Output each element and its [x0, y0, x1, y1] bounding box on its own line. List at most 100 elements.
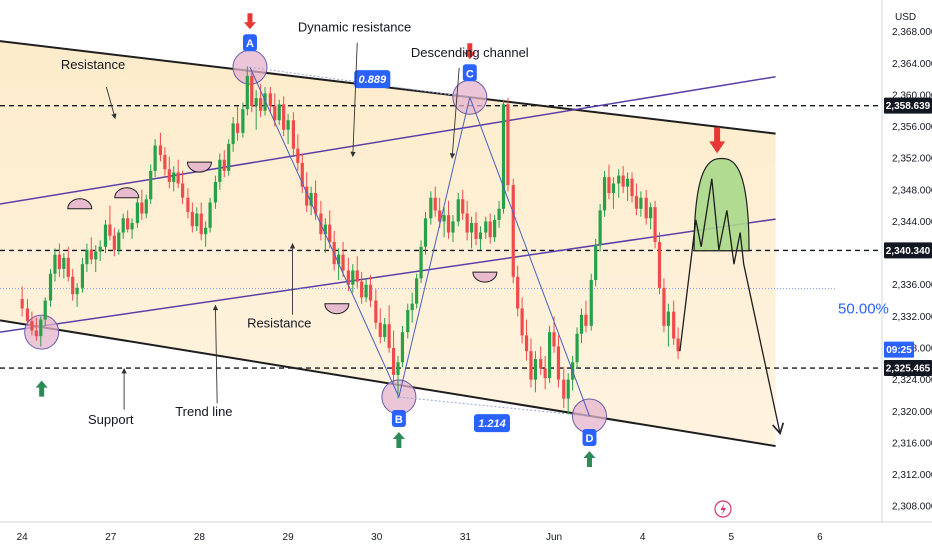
price-tick-label: 2,344.000: [892, 217, 932, 228]
candle-body: [337, 254, 341, 265]
current-time-label: 09:25: [886, 345, 912, 356]
time-ticks: 24 27 28 29 30 31 Jun 4 5 6: [17, 532, 824, 543]
channel-line-purple-upper: [0, 75, 776, 205]
candle-body: [355, 270, 359, 282]
price-axis[interactable]: [882, 0, 932, 550]
candle-body: [254, 98, 258, 106]
candle-body: [630, 178, 634, 197]
annotation-label: Support: [88, 412, 134, 427]
candle-body: [539, 359, 543, 369]
candle-body: [547, 332, 552, 379]
candle-body: [268, 93, 272, 106]
price-tick-label: 2,364.000: [892, 59, 932, 70]
price-tick-label: 2,312.000: [892, 470, 932, 481]
touch-half-circle: [324, 303, 350, 315]
candle-body: [48, 273, 53, 301]
candle-body: [235, 123, 240, 133]
candle-body: [259, 98, 263, 111]
candle-body: [478, 232, 483, 239]
candle-body: [488, 221, 492, 238]
candle-body: [474, 223, 478, 239]
projection-path: [679, 178, 785, 436]
candle-body: [30, 321, 34, 331]
candle-body: [383, 324, 387, 337]
candle-body: [433, 197, 437, 211]
price-tags: 2,358.639 2,340.340 2,325.465 09:25: [884, 97, 932, 377]
price-tick-label: 2,352.000: [892, 154, 932, 165]
candle-body: [611, 183, 616, 193]
point-label-box: [582, 429, 597, 447]
candle-body: [423, 218, 428, 247]
candle-body: [396, 362, 400, 375]
green-arrow-icon: [392, 432, 405, 449]
level-tag: [884, 360, 932, 377]
candle-body: [204, 227, 208, 235]
green-arrow-icon: [35, 380, 48, 397]
price-tick-label: 2,324.000: [892, 375, 932, 386]
candle-body: [296, 148, 300, 163]
level-tag-label: 2,340.340: [886, 246, 931, 257]
candle-body: [368, 284, 373, 301]
candle-body: [250, 75, 254, 106]
pattern-leg: [398, 97, 471, 398]
candle-body: [25, 308, 30, 322]
candle-body: [634, 196, 639, 209]
red-arrow-icon: [243, 13, 256, 30]
candle-body: [602, 177, 607, 211]
candle-body: [71, 276, 75, 295]
touch-half-circle: [186, 161, 212, 173]
candle-body: [245, 75, 249, 110]
candle-body: [277, 104, 281, 121]
candle-body: [562, 379, 566, 399]
candle-body: [43, 300, 47, 320]
level-tag: [884, 97, 932, 114]
candle-body: [153, 145, 157, 171]
candle-body: [222, 159, 226, 171]
currency-label: USD: [895, 12, 916, 23]
candle-body: [213, 181, 218, 203]
candles: [20, 66, 680, 415]
candle-body: [313, 192, 318, 214]
candle-body: [241, 109, 245, 133]
time-tick-label: Jun: [546, 532, 562, 543]
candle-body: [309, 192, 313, 206]
ratio-badge-label: 1.214: [478, 418, 506, 430]
candle-body: [190, 211, 194, 227]
candle-body: [57, 254, 61, 269]
candle-body: [657, 242, 662, 288]
fib-percent-label: 50.00%: [838, 300, 889, 317]
lightning-icon[interactable]: [714, 500, 732, 518]
red-arrow-icon: [709, 127, 726, 154]
candle-body: [419, 246, 423, 279]
level-tag: [884, 242, 932, 259]
candle-body: [653, 207, 657, 243]
time-tick-label: 28: [194, 532, 206, 543]
touch-half-circle: [472, 271, 498, 283]
candle-body: [176, 172, 180, 184]
ratio-leg: [249, 66, 470, 98]
annotation-pointer: [449, 67, 460, 159]
price-tick-label: 2,336.000: [892, 280, 932, 291]
candle-body: [484, 221, 488, 233]
ratio-badge: [473, 414, 510, 433]
time-tick-label: 31: [460, 532, 472, 543]
candle-body: [199, 213, 203, 235]
candle-body: [126, 218, 130, 230]
candle-body: [130, 223, 134, 230]
candle-body: [456, 199, 460, 222]
price-tick-label: 2,320.000: [892, 407, 932, 418]
candle-body: [144, 199, 148, 214]
point-label-A: A: [246, 38, 254, 50]
point-label-B: B: [395, 414, 403, 426]
candle-body: [584, 314, 588, 326]
candle-body: [501, 104, 506, 209]
candle-body: [662, 287, 666, 326]
candle-body: [149, 170, 153, 200]
annotation-pointer: [212, 304, 219, 404]
candle-body: [438, 210, 442, 222]
candle-body: [469, 223, 474, 233]
candle-body: [263, 93, 267, 111]
candle-body: [672, 311, 676, 339]
